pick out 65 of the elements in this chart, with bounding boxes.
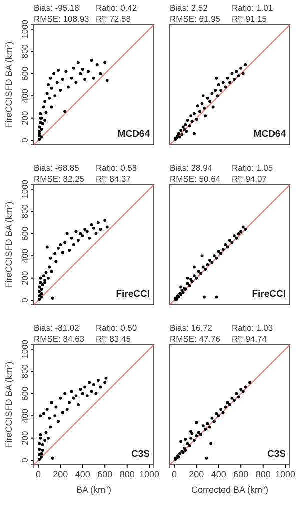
x-tick-label: 600 <box>98 469 113 480</box>
text: RMSE: 82.25 <box>34 174 85 184</box>
y-tick-label: 200 <box>20 270 30 286</box>
x-tick-label: 800 <box>120 469 135 480</box>
text: Ratio: 1.03 <box>232 323 274 333</box>
y-tick-label: 1000 <box>20 20 30 39</box>
text: Bias: -95.18 <box>34 3 80 13</box>
text: RMSE: 61.95 <box>170 14 221 24</box>
text: Ratio: 0.50 <box>96 323 138 333</box>
text: R²: 72.58 <box>96 14 132 24</box>
x-tick-label: 400 <box>211 469 226 480</box>
text: R²: 83.45 <box>96 334 132 344</box>
x-tick-label: 0 <box>172 469 177 480</box>
x-tick-label: 200 <box>53 469 68 480</box>
x-tick-label: 800 <box>256 469 271 480</box>
text: RMSE: 47.76 <box>170 334 221 344</box>
y-tick-label: 800 <box>20 44 30 59</box>
x-tick-label: 600 <box>234 469 249 480</box>
annotation: C3S <box>132 449 150 460</box>
text: R²: 91.15 <box>232 14 268 24</box>
x-tick-label: 1000 <box>140 469 160 480</box>
x-tick-label: 200 <box>189 469 204 480</box>
x-tick-label: 0 <box>36 469 41 480</box>
y-axis-title: FireCCISFD BA (km²) <box>4 42 14 128</box>
y-axis-title: FireCCISFD BA (km²) <box>4 362 14 448</box>
text: Ratio: 0.58 <box>96 163 138 173</box>
text: R²: 94.74 <box>232 334 268 344</box>
text: R²: 84.37 <box>96 174 132 184</box>
y-tick-label: 200 <box>20 110 30 126</box>
y-axis-title: FireCCISFD BA (km²) <box>4 202 14 288</box>
y-tick-label: 400 <box>20 248 30 264</box>
y-tick-label: 800 <box>20 204 30 219</box>
text: Ratio: 1.05 <box>232 163 274 173</box>
y-tick-label: 0 <box>20 298 30 303</box>
y-tick-label: 600 <box>20 226 30 241</box>
annotation: MCD64 <box>254 129 287 140</box>
text: RMSE: 108.93 <box>34 14 90 24</box>
y-tick-label: 600 <box>20 386 30 401</box>
annotation: FireCCI <box>116 289 150 300</box>
text: RMSE: 50.64 <box>170 174 221 184</box>
x-axis-title: BA (km²) <box>76 485 112 495</box>
text: Ratio: 0.42 <box>96 3 138 13</box>
y-tick-label: 1000 <box>20 340 30 359</box>
x-tick-label: 1000 <box>276 469 296 480</box>
y-tick-label: 400 <box>20 88 30 104</box>
text: Bias: 2.52 <box>170 3 208 13</box>
y-tick-label: 200 <box>20 430 30 446</box>
text: Bias: 28.94 <box>170 163 213 173</box>
text: Ratio: 1.01 <box>232 3 274 13</box>
annotation: MCD64 <box>118 129 151 140</box>
annotation: C3S <box>268 449 286 460</box>
x-axis-title: Corrected BA (km²) <box>191 485 269 495</box>
y-tick-label: 0 <box>20 138 30 143</box>
y-tick-label: 600 <box>20 66 30 81</box>
y-tick-label: 1000 <box>20 180 30 199</box>
annotation: FireCCI <box>252 289 286 300</box>
text: Bias: -81.02 <box>34 323 80 333</box>
text: Bias: -68.85 <box>34 163 80 173</box>
text: Bias: 16.72 <box>170 323 213 333</box>
y-tick-label: 400 <box>20 408 30 424</box>
y-tick-label: 0 <box>20 458 30 463</box>
text: RMSE: 84.63 <box>34 334 85 344</box>
text: R²: 94.07 <box>232 174 268 184</box>
y-tick-label: 800 <box>20 364 30 379</box>
x-tick-label: 400 <box>75 469 90 480</box>
